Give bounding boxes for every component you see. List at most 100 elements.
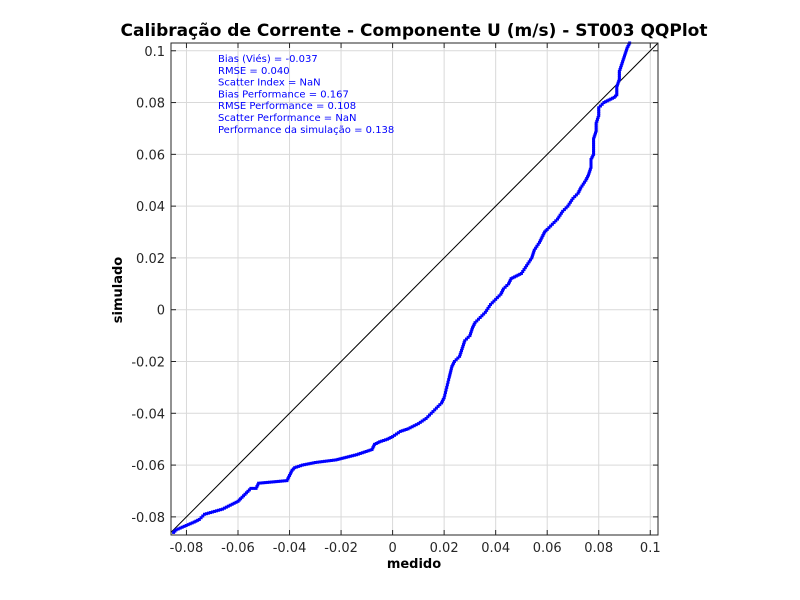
qq-point [536,242,540,246]
x-tick-labels: -0.08 -0.06 -0.04 -0.02 0 0.02 0.04 0.06 0.08 0.1 [170,541,661,556]
qq-point [471,324,475,328]
qq-point [482,312,486,316]
x-axis-label: medido [387,557,441,572]
qq-point [196,518,200,522]
qq-point [586,175,590,179]
qq-point [592,141,596,145]
qq-point [234,500,238,504]
qq-point [583,180,587,184]
y-tick-label: 0.04 [136,200,165,215]
qq-point [626,44,630,48]
qq-point [344,455,348,459]
qq-point [501,289,505,293]
qq-point [600,102,604,106]
qq-point [336,457,340,461]
qq-point [295,465,299,469]
qq-point [525,264,529,268]
qq-point [562,208,566,212]
qq-point [192,520,196,524]
qq-point [278,479,282,483]
qq-point [410,425,414,429]
qq-point [380,439,384,443]
qq-point [593,133,597,137]
qq-point [309,461,313,465]
qq-point [592,148,596,152]
qq-point [509,277,513,281]
qq-point [615,93,619,97]
qq-point [362,450,366,454]
qq-point [443,391,447,395]
qq-point [352,453,356,457]
qq-point [594,123,598,127]
qq-point [559,211,563,215]
qq-point [505,284,509,288]
qq-point [470,328,474,332]
qq-point [557,215,561,219]
qq-point [627,43,631,47]
qq-point [594,121,598,125]
qq-point [391,435,395,439]
qq-point [222,506,226,510]
qq-point [404,427,408,431]
y-tick-label: 0.06 [136,148,165,163]
qq-point [342,456,346,460]
qq-point [456,356,460,360]
qq-point [588,169,592,173]
qq-point [595,119,599,123]
qq-point [396,431,400,435]
qq-point [592,145,596,149]
qq-point [451,363,455,367]
qq-point [594,129,598,133]
qq-point [610,96,614,100]
qq-point [514,274,518,278]
qq-point [186,523,190,527]
qq-point [615,89,619,93]
qq-point [378,440,382,444]
qq-point [373,442,377,446]
qq-point [574,193,578,197]
qq-point [289,470,293,474]
qq-point [478,315,482,319]
qq-point [300,463,304,467]
qq-point [452,360,456,364]
qq-point [418,420,422,424]
qq-point [623,54,626,58]
qq-point [385,437,389,441]
qq-point [547,226,551,230]
qq-point [570,198,574,202]
qq-point [585,177,589,181]
qq-point [617,79,621,83]
reference-line-layer [170,42,659,533]
reference-line-y-equals-x [170,42,659,533]
qq-point [617,75,621,79]
qq-point [469,332,473,336]
qq-point [542,232,546,236]
annotation-line: Scatter Index = NaN [218,78,321,89]
qq-point [550,222,554,226]
qq-point [589,161,593,165]
qq-point [489,303,493,307]
qq-point [530,256,534,260]
qq-point [497,294,501,298]
qq-point [256,483,260,487]
qq-point [182,524,186,528]
qq-point [576,191,580,195]
qq-point [621,60,625,64]
qq-point [285,479,289,483]
qq-point [526,262,530,266]
qq-point [615,85,619,89]
qq-point [199,516,203,520]
qq-point [270,480,274,484]
qq-point [598,104,602,108]
qq-point [382,438,386,442]
qq-point [624,48,628,52]
qq-point [447,378,451,382]
qq-point [564,206,568,210]
qq-point [617,77,621,81]
qq-point [394,432,398,436]
grid [171,43,658,535]
qq-point [500,290,504,294]
qq-point [316,460,320,464]
qq-point [370,448,374,452]
